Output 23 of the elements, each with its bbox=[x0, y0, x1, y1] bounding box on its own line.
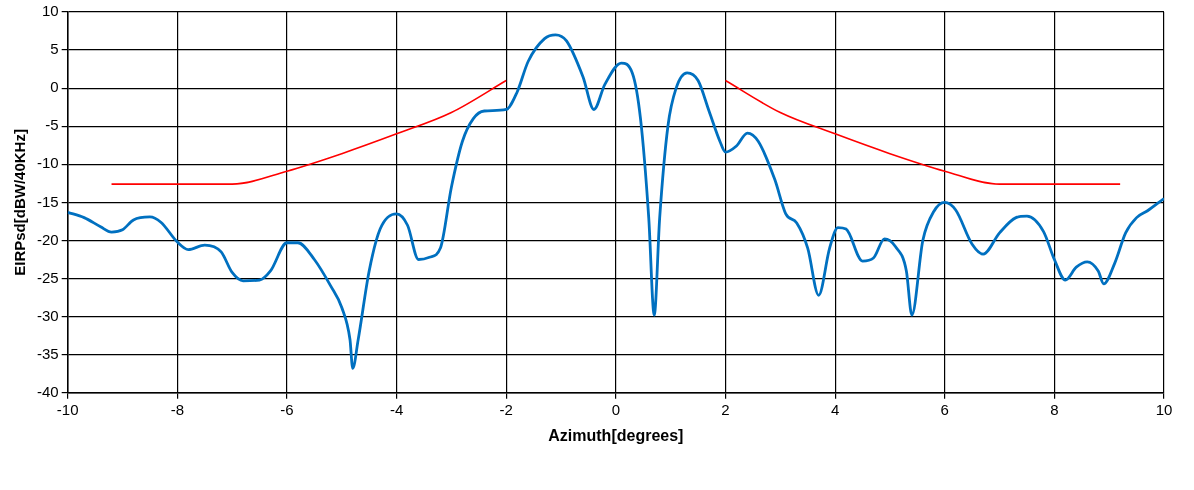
y-tick-label: -15 bbox=[36, 192, 59, 210]
y-tick-label: -30 bbox=[36, 306, 59, 324]
x-tick-label: -6 bbox=[280, 400, 294, 418]
y-tick-label: 0 bbox=[50, 78, 59, 96]
y-axis-title: EIRPsd[dBW/40KHz] bbox=[11, 129, 29, 276]
x-tick-label: -8 bbox=[170, 400, 184, 418]
y-tick-label: -20 bbox=[36, 230, 59, 248]
x-tick-label: 0 bbox=[611, 400, 621, 418]
x-tick-label: 4 bbox=[830, 400, 840, 418]
x-tick-label: 10 bbox=[1155, 400, 1173, 418]
y-tick-label: -10 bbox=[36, 154, 59, 172]
y-tick-label: -25 bbox=[36, 268, 59, 286]
x-tick-label: 8 bbox=[1050, 400, 1059, 418]
y-tick-label: -5 bbox=[45, 116, 59, 134]
x-tick-label: 6 bbox=[940, 400, 949, 418]
y-tick-label: -35 bbox=[36, 344, 59, 362]
y-tick-label: 10 bbox=[41, 2, 59, 20]
y-tick-label: -40 bbox=[36, 382, 59, 400]
x-tick-label: -2 bbox=[499, 400, 513, 418]
y-tick-label: 5 bbox=[50, 40, 59, 58]
x-tick-label: 2 bbox=[721, 400, 730, 418]
x-tick-label: -4 bbox=[389, 400, 404, 418]
x-axis-title: Azimuth[degrees] bbox=[548, 426, 684, 444]
